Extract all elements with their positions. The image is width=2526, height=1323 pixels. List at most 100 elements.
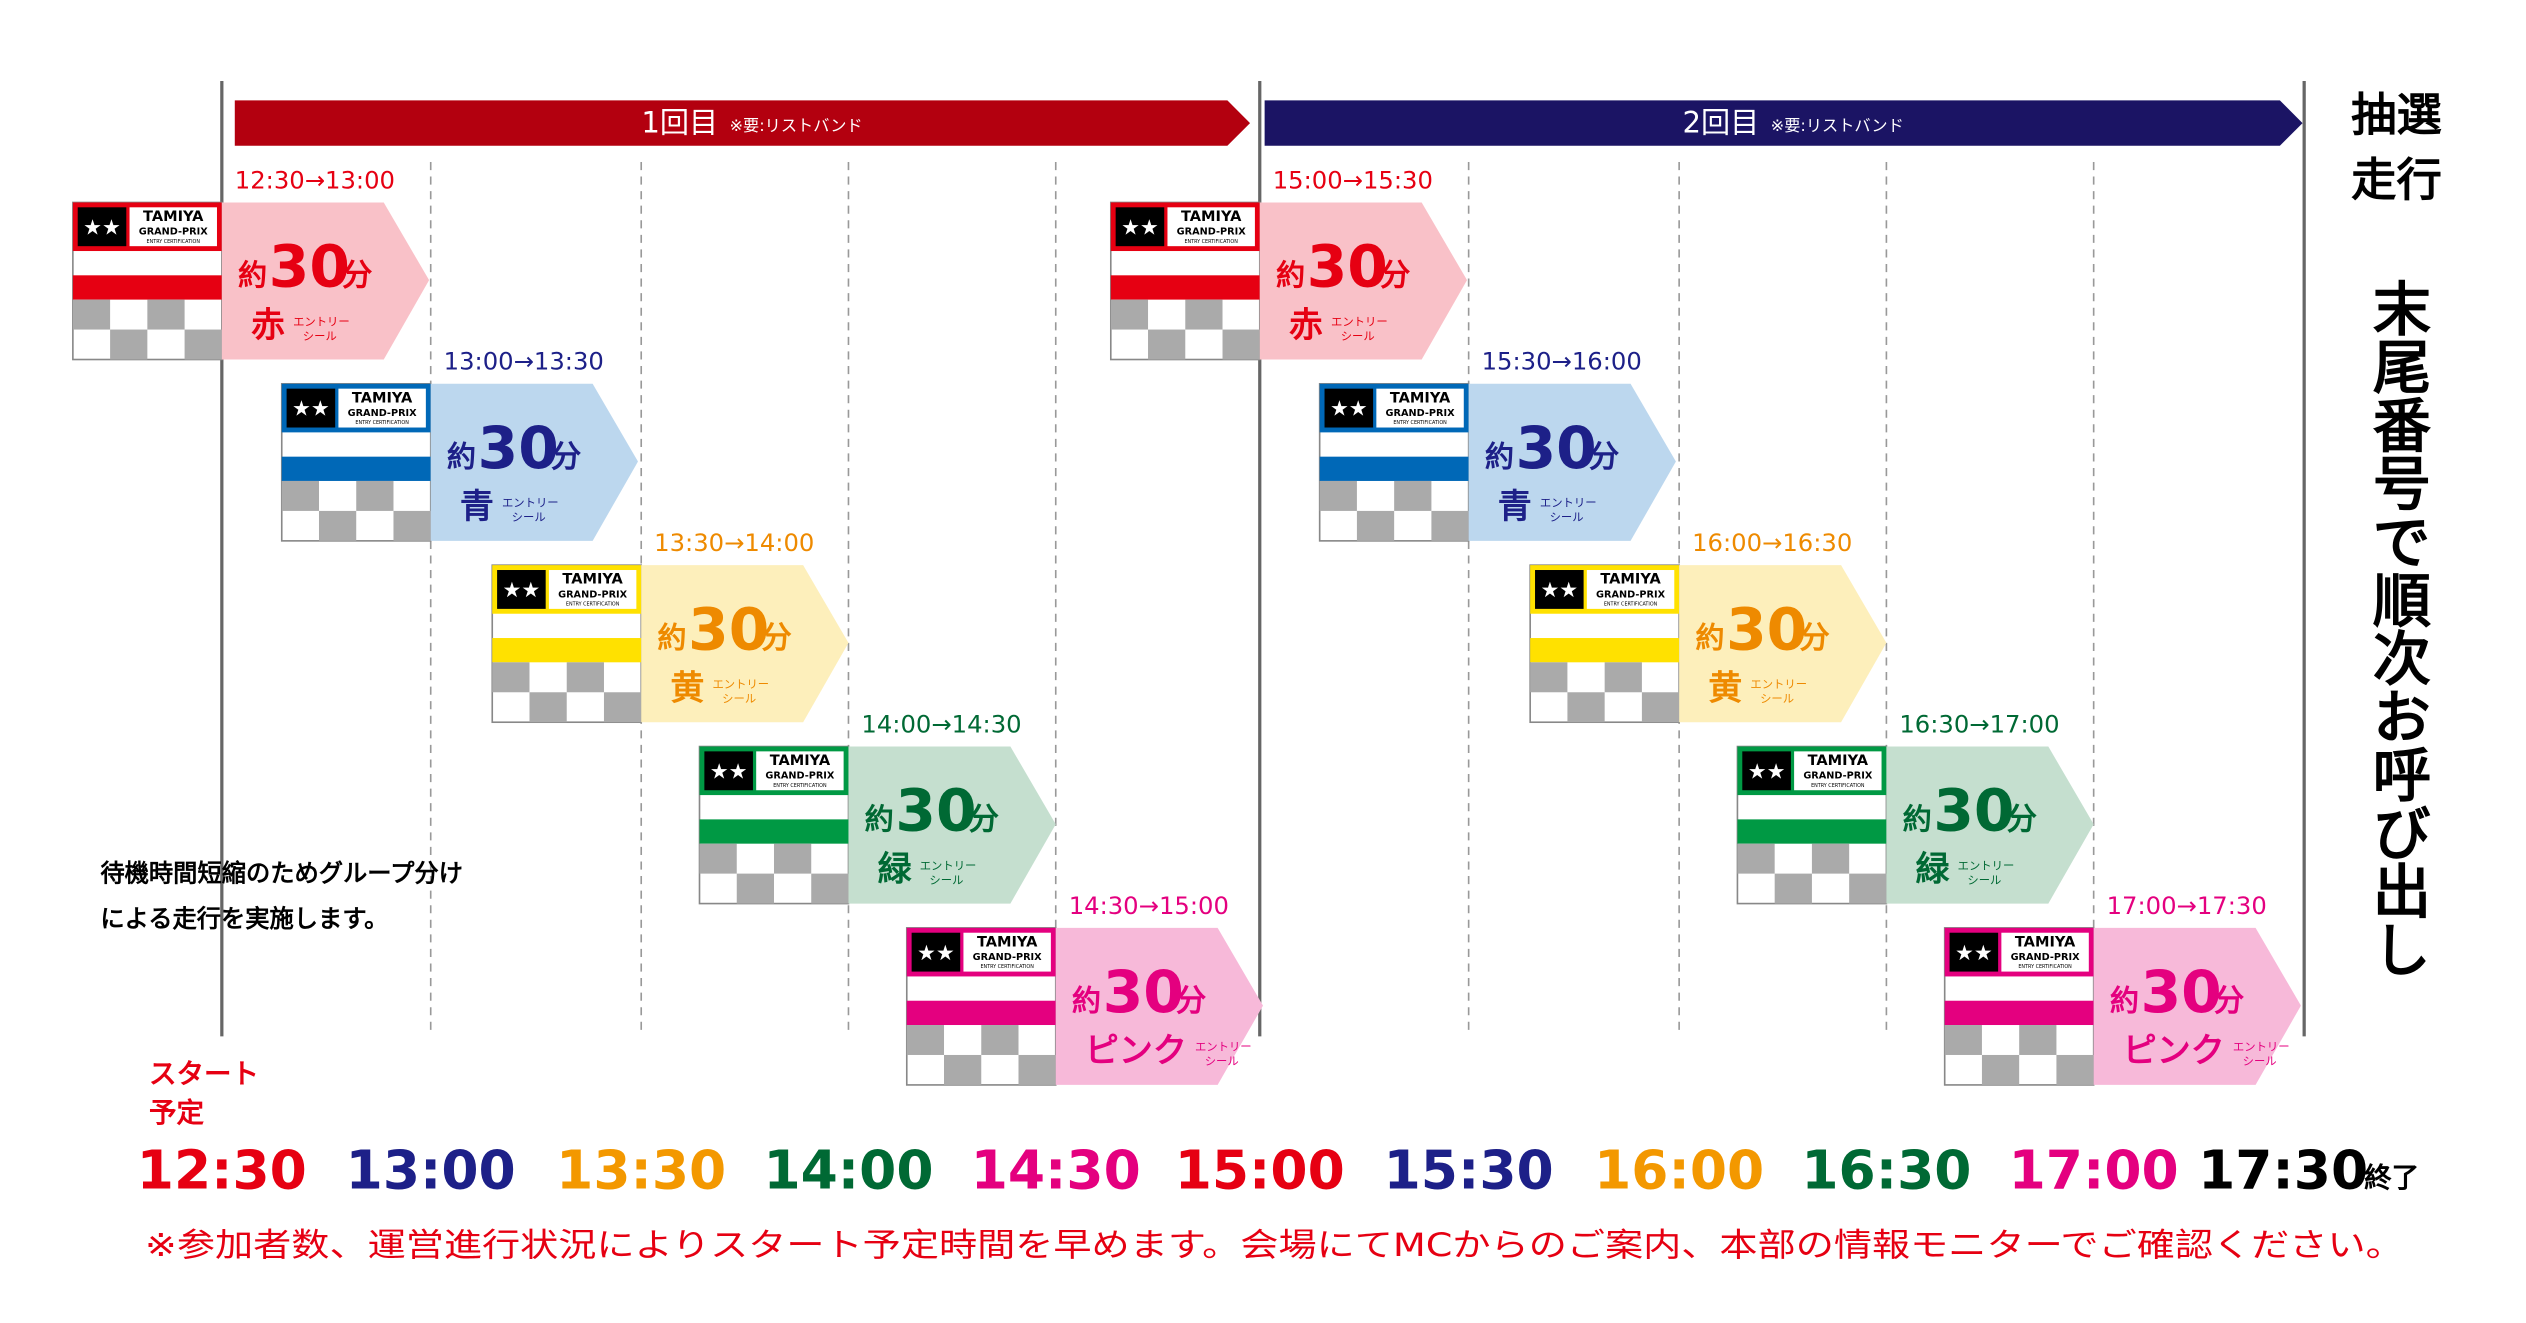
timeline-time: 16:30 xyxy=(1801,1139,1971,1202)
card-band xyxy=(281,456,431,481)
group-name: 青 xyxy=(460,487,494,527)
card-checker xyxy=(72,299,111,330)
card-sub: ENTRY CERTIFICATION xyxy=(980,964,1034,970)
group-name: ピンク xyxy=(1085,1031,1187,1071)
card-sub: ENTRY CERTIFICATION xyxy=(773,783,827,789)
group-name: 緑 xyxy=(1916,850,1951,890)
card-checker xyxy=(1737,843,1775,874)
duration-value: 30 xyxy=(1933,777,2014,845)
group-name: ピンク xyxy=(2123,1031,2225,1071)
card-checker xyxy=(981,1025,1019,1055)
card-checker xyxy=(1641,692,1680,723)
card-checker xyxy=(318,510,357,541)
duration-prefix: 約 xyxy=(657,621,686,655)
slot-time: 13:30→14:00 xyxy=(654,528,814,557)
card-checker xyxy=(736,873,774,904)
duration-unit: 分 xyxy=(1380,257,1411,293)
round-label: 2回目 xyxy=(1683,106,1760,140)
card-textbox xyxy=(548,570,637,609)
round-note: ※要:リストバンド xyxy=(729,116,862,135)
round-note: ※要:リストバンド xyxy=(1771,116,1904,135)
sticker-line: シール xyxy=(722,692,756,706)
card-checker xyxy=(1319,480,1357,511)
card-brand: TAMIYA xyxy=(1808,752,1869,769)
card-logo xyxy=(704,751,753,791)
sticker-line: シール xyxy=(1550,510,1584,524)
slot-arrow xyxy=(848,746,1056,904)
sticker-line: シール xyxy=(1760,692,1794,706)
sticker-line: エントリー xyxy=(1331,314,1388,328)
card-stars: ★★ xyxy=(83,214,121,239)
start-label: 予定 xyxy=(149,1097,205,1129)
group-name: 緑 xyxy=(878,850,913,890)
card-event: GRAND-PRIX xyxy=(973,952,1043,963)
slot-arrow xyxy=(1679,565,1887,723)
card-band xyxy=(699,819,849,844)
card-event: GRAND-PRIX xyxy=(139,227,209,238)
card-band xyxy=(1530,638,1680,663)
card-checker xyxy=(1222,329,1260,360)
duration-value: 30 xyxy=(895,777,976,845)
card-brand: TAMIYA xyxy=(977,933,1038,950)
card-checker xyxy=(110,329,148,360)
side-body: 末尾番号で順次お呼び出し xyxy=(2362,279,2430,978)
card-stars: ★★ xyxy=(710,758,748,783)
duration-value: 30 xyxy=(2141,958,2222,1026)
card-stars: ★★ xyxy=(1540,577,1578,602)
card-logo xyxy=(1324,388,1374,428)
card-band xyxy=(1944,1000,2094,1026)
group-name: 赤 xyxy=(1289,306,1323,346)
slot-arrow xyxy=(1886,746,2094,904)
duration-unit: 分 xyxy=(551,439,582,475)
slot-time: 14:30→15:00 xyxy=(1069,891,1229,920)
slot-time: 15:00→15:30 xyxy=(1273,165,1433,194)
sticker-line: エントリー xyxy=(293,314,350,328)
round-label: 1回目 xyxy=(641,106,718,140)
sticker-line: エントリー xyxy=(1958,858,2015,872)
card-stars: ★★ xyxy=(1121,214,1159,239)
timeline-time: 12:30 xyxy=(137,1139,307,1202)
card-stars: ★★ xyxy=(292,396,330,421)
card-checker xyxy=(811,873,849,904)
card-logo xyxy=(1949,932,1999,972)
card-sub: ENTRY CERTIFICATION xyxy=(1184,239,1238,245)
card-textbox xyxy=(1167,207,1255,247)
card-stars: ★★ xyxy=(1955,940,1993,965)
duration-value: 30 xyxy=(1103,958,1184,1026)
card-stars: ★★ xyxy=(503,577,541,602)
card-checker xyxy=(699,843,737,874)
group-name: 赤 xyxy=(251,306,285,346)
card-logo xyxy=(77,207,127,247)
duration-prefix: 約 xyxy=(447,439,476,473)
group-name: 黄 xyxy=(670,668,704,708)
card-textbox xyxy=(338,388,426,428)
card-checker xyxy=(1110,299,1149,330)
duration-value: 30 xyxy=(1726,595,1807,663)
timeline-time: 14:00 xyxy=(763,1139,933,1202)
card-checker xyxy=(147,299,185,330)
card-brand: TAMIYA xyxy=(770,752,831,769)
card-checker xyxy=(1944,1025,1982,1055)
card-event: GRAND-PRIX xyxy=(765,771,835,782)
card-logo xyxy=(1535,570,1584,609)
card-textbox xyxy=(963,932,1051,972)
round-arrow xyxy=(1264,100,2303,146)
card-textbox xyxy=(2001,932,2089,972)
sticker-line: シール xyxy=(1967,873,2001,887)
card-logo xyxy=(497,570,546,609)
duration-prefix: 約 xyxy=(1695,621,1724,655)
card-stars: ★★ xyxy=(917,940,955,965)
card-event: GRAND-PRIX xyxy=(558,589,628,600)
slot-time: 16:30→17:00 xyxy=(1899,709,2059,738)
duration-unit: 分 xyxy=(2213,983,2244,1019)
card-sub: ENTRY CERTIFICATION xyxy=(566,602,620,608)
slot-time: 14:00→14:30 xyxy=(861,709,1021,738)
slot-arrow xyxy=(1468,383,1676,541)
note-line: による走行を実施します。 xyxy=(100,904,388,933)
card-textbox xyxy=(756,751,844,791)
timeline-time: 13:30 xyxy=(556,1139,726,1202)
card-band xyxy=(1737,819,1887,844)
card-textbox xyxy=(1586,570,1675,609)
